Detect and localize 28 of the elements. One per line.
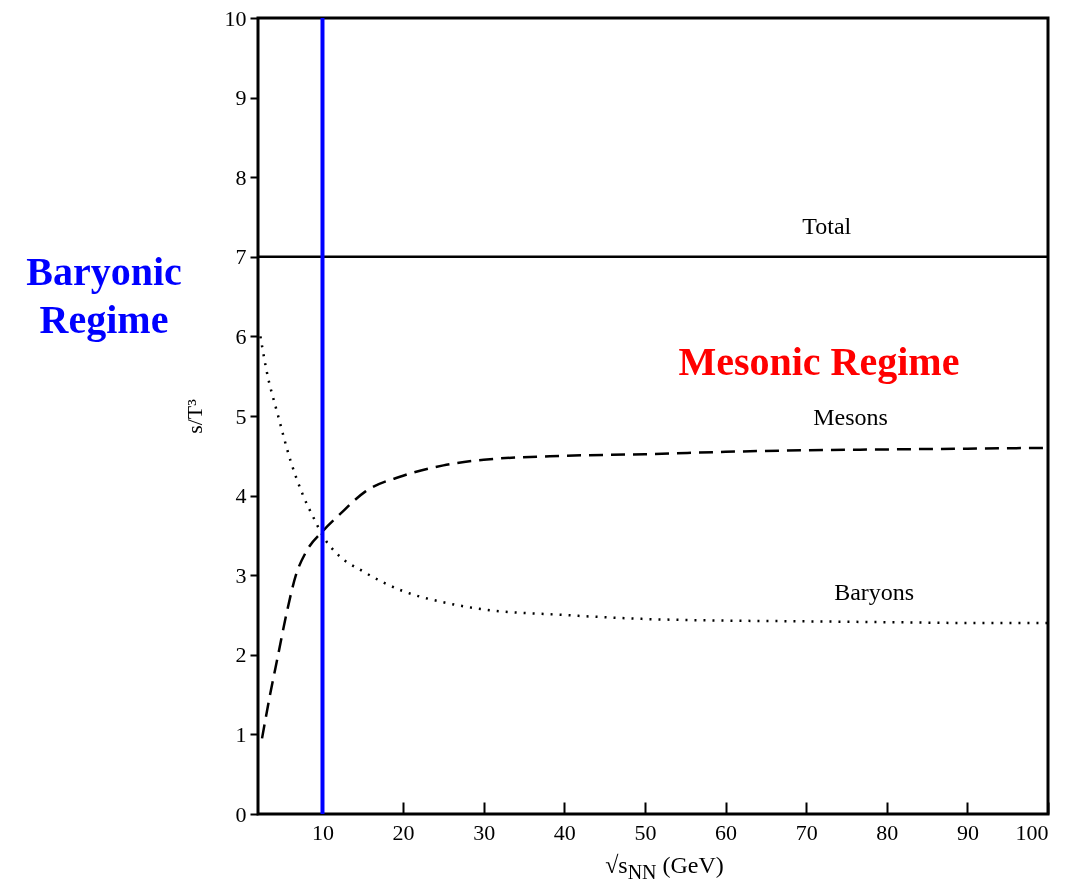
series-label: Baryons: [834, 578, 915, 605]
y-tick-label: 3: [235, 562, 247, 588]
y-tick-label: 6: [235, 323, 247, 349]
y-tick-label: 0: [235, 801, 247, 827]
y-tick-label: 5: [235, 403, 247, 429]
x-tick-label: 100: [1015, 819, 1049, 845]
x-tick-label: 60: [715, 819, 738, 845]
x-tick-label: 10: [311, 819, 334, 845]
y-tick-label: 8: [235, 164, 247, 190]
y-axis-title: s/T³: [181, 398, 207, 434]
y-tick-label: 1: [235, 721, 247, 747]
x-tick-label: 80: [876, 819, 899, 845]
ref-line-label: Baryonic Regime: [26, 249, 182, 342]
x-axis-title: √s$_{NN}$ (GeV): [605, 852, 724, 884]
x-tick-label: 90: [956, 819, 979, 845]
y-tick-label: 10: [224, 5, 247, 31]
series-label: Total: [802, 212, 852, 239]
x-tick-label: 30: [473, 819, 496, 845]
y-tick-label: 7: [235, 244, 247, 270]
annotation: Mesonic Regime: [678, 339, 960, 384]
y-tick-label: 2: [235, 642, 247, 668]
series-label: Mesons: [813, 403, 888, 430]
x-tick-label: 50: [634, 819, 657, 845]
y-tick-label: 4: [235, 483, 247, 509]
x-tick-label: 20: [392, 819, 415, 845]
x-tick-label: 40: [553, 819, 576, 845]
y-tick-label: 9: [235, 85, 247, 111]
x-tick-label: 70: [795, 819, 818, 845]
